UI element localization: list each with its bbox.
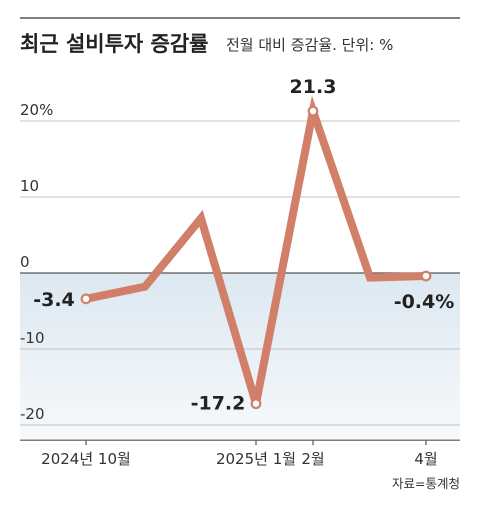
chart-title: 최근 설비투자 증감률 (20, 32, 209, 56)
data-label: -3.4 (33, 289, 75, 311)
plot-area: 20% 10 0 -10 -20 2024년 10월 2025년 1월 2월 4월 -3.4 -17… (20, 76, 460, 468)
data-label: -17.2 (191, 393, 246, 415)
data-point-marker (250, 398, 262, 410)
x-tick-label: 4월 (414, 450, 437, 468)
y-tick-label: -20 (20, 405, 45, 423)
data-label: -0.4% (394, 291, 455, 313)
data-point-marker (420, 270, 432, 282)
y-tick-label: 20% (20, 101, 53, 119)
chart-subtitle: 전월 대비 증감율. 단위: % (226, 36, 393, 54)
y-tick-label: 10 (20, 177, 39, 195)
data-point-marker (307, 105, 319, 117)
y-tick-label: 0 (20, 253, 30, 271)
x-tick-label: 2025년 1월 (216, 450, 296, 468)
x-tick-label: 2024년 10월 (41, 450, 131, 468)
x-tick-label: 2월 (301, 450, 324, 468)
source-note: 자료=통계청 (392, 476, 460, 491)
y-tick-label: -10 (20, 329, 45, 347)
data-point-marker (80, 293, 92, 305)
data-label: 21.3 (290, 76, 337, 98)
